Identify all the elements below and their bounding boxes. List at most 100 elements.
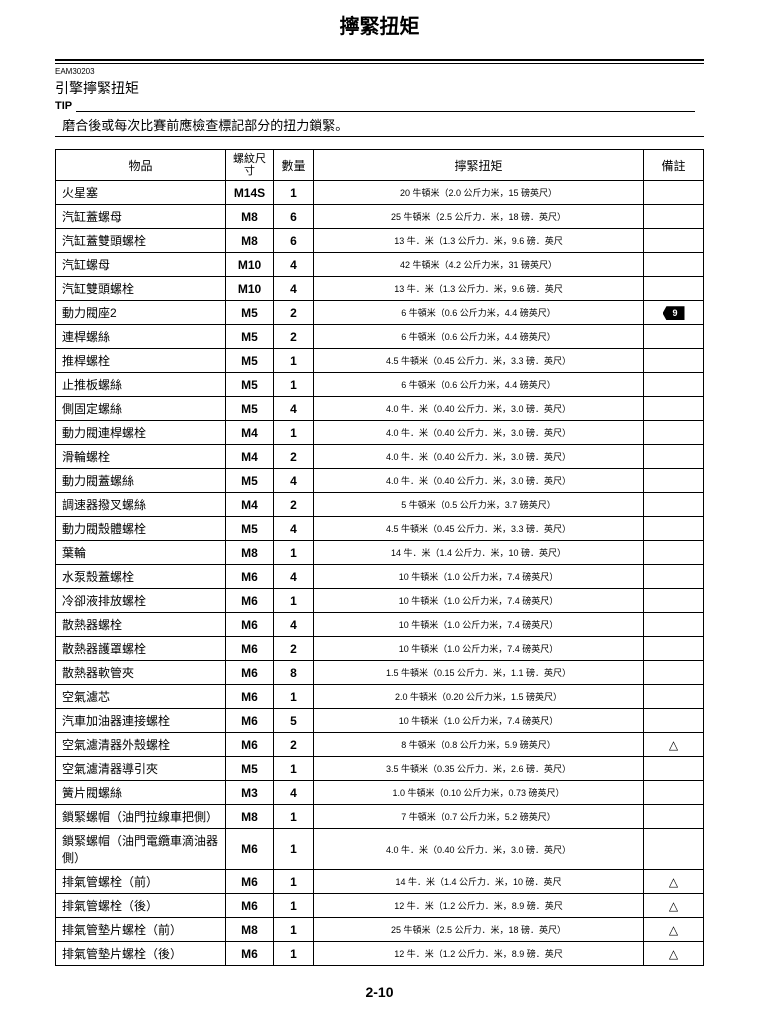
cell-remark [644,277,704,301]
cell-thread: M6 [226,685,274,709]
cell-item: 鎖緊螺帽（油門電纜車滴油器側） [56,829,226,870]
header-torque: 擰緊扭矩 [314,150,644,181]
cell-torque: 14 牛．米（1.4 公斤力．米，10 磅．英尺 [314,870,644,894]
table-row: 排氣管墊片螺栓（後）M6112 牛．米（1.2 公斤力．米，8.9 磅．英尺△ [56,942,704,966]
cell-item: 動力閥連桿螺栓 [56,421,226,445]
cell-thread: M5 [226,757,274,781]
document-id: EAM30203 [55,67,704,76]
cell-thread: M14S [226,181,274,205]
cell-qty: 4 [274,613,314,637]
cell-remark [644,421,704,445]
cell-qty: 4 [274,565,314,589]
table-row: 鎖緊螺帽（油門電纜車滴油器側）M614.0 牛．米（0.40 公斤力．米，3.0… [56,829,704,870]
cell-thread: M8 [226,805,274,829]
cell-remark [644,205,704,229]
cell-remark [644,325,704,349]
table-row: 火星塞M14S120 牛頓米（2.0 公斤力米，15 磅英尺） [56,181,704,205]
cell-torque: 20 牛頓米（2.0 公斤力米，15 磅英尺） [314,181,644,205]
cell-item: 冷卻液排放螺栓 [56,589,226,613]
cell-remark [644,805,704,829]
cell-torque: 4.5 牛頓米（0.45 公斤力．米，3.3 磅．英尺） [314,349,644,373]
cell-qty: 8 [274,661,314,685]
cell-remark [644,541,704,565]
cell-remark [644,709,704,733]
cell-thread: M5 [226,469,274,493]
cell-torque: 1.5 牛頓米（0.15 公斤力．米，1.1 磅．英尺） [314,661,644,685]
cell-qty: 1 [274,894,314,918]
cell-item: 排氣管螺栓（前） [56,870,226,894]
cell-remark [644,469,704,493]
header-item: 物品 [56,150,226,181]
table-header-row: 物品 螺紋尺寸 數量 擰緊扭矩 備註 [56,150,704,181]
cell-thread: M6 [226,613,274,637]
cell-item: 調速器撥叉螺絲 [56,493,226,517]
cell-item: 排氣管墊片螺栓（前） [56,918,226,942]
cell-torque: 10 牛頓米（1.0 公斤力米，7.4 磅英尺） [314,709,644,733]
cell-torque: 8 牛頓米（0.8 公斤力米，5.9 磅英尺） [314,733,644,757]
cell-qty: 1 [274,541,314,565]
table-row: 側固定螺絲M544.0 牛．米（0.40 公斤力．米，3.0 磅．英尺） [56,397,704,421]
cell-qty: 1 [274,805,314,829]
cell-qty: 4 [274,397,314,421]
cell-remark [644,661,704,685]
cell-thread: M6 [226,733,274,757]
cell-qty: 4 [274,469,314,493]
cell-item: 散熱器軟管夾 [56,661,226,685]
cell-torque: 4.0 牛．米（0.40 公斤力．米，3.0 磅．英尺） [314,469,644,493]
cell-thread: M5 [226,373,274,397]
cell-thread: M6 [226,709,274,733]
cell-torque: 4.0 牛．米（0.40 公斤力．米，3.0 磅．英尺） [314,829,644,870]
cell-torque: 3.5 牛頓米（0.35 公斤力．米，2.6 磅．英尺） [314,757,644,781]
cell-torque: 6 牛頓米（0.6 公斤力米，4.4 磅英尺） [314,301,644,325]
cell-torque: 10 牛頓米（1.0 公斤力米，7.4 磅英尺） [314,613,644,637]
cell-remark [644,397,704,421]
header-thread: 螺紋尺寸 [226,150,274,181]
table-row: 冷卻液排放螺栓M6110 牛頓米（1.0 公斤力米，7.4 磅英尺） [56,589,704,613]
table-row: 止推板螺絲M516 牛頓米（0.6 公斤力米，4.4 磅英尺） [56,373,704,397]
cell-remark [644,565,704,589]
divider-thin [55,63,704,64]
cell-item: 推桿螺栓 [56,349,226,373]
cell-torque: 25 牛頓米（2.5 公斤力．米，18 磅．英尺） [314,918,644,942]
cell-qty: 1 [274,589,314,613]
cell-qty: 1 [274,757,314,781]
cell-item: 汽缸蓋雙頭螺栓 [56,229,226,253]
cell-torque: 4.0 牛．米（0.40 公斤力．米，3.0 磅．英尺） [314,397,644,421]
cell-remark [644,757,704,781]
cell-torque: 13 牛．米（1.3 公斤力．米，9.6 磅．英尺 [314,229,644,253]
cell-qty: 1 [274,942,314,966]
cell-remark [644,349,704,373]
cell-torque: 4.0 牛．米（0.40 公斤力．米，3.0 磅．英尺） [314,445,644,469]
cell-thread: M8 [226,229,274,253]
cell-remark: △ [644,894,704,918]
cell-item: 空氣濾清器導引夾 [56,757,226,781]
cell-item: 空氣濾清器外殼螺栓 [56,733,226,757]
cell-thread: M5 [226,301,274,325]
cell-thread: M6 [226,589,274,613]
table-row: 汽缸蓋螺母M8625 牛頓米（2.5 公斤力．米，18 磅．英尺） [56,205,704,229]
cell-torque: 6 牛頓米（0.6 公斤力米，4.4 磅英尺） [314,325,644,349]
cell-thread: M6 [226,894,274,918]
table-row: 散熱器軟管夾M681.5 牛頓米（0.15 公斤力．米，1.1 磅．英尺） [56,661,704,685]
cell-torque: 12 牛．米（1.2 公斤力．米，8.9 磅．英尺 [314,942,644,966]
cell-qty: 1 [274,829,314,870]
cell-thread: M6 [226,829,274,870]
tip-text: 磨合後或每次比賽前應檢查標記部分的扭力鎖緊。 [55,115,704,134]
cell-qty: 6 [274,205,314,229]
cell-thread: M5 [226,397,274,421]
cell-item: 火星塞 [56,181,226,205]
cell-item: 散熱器護罩螺栓 [56,637,226,661]
cell-torque: 25 牛頓米（2.5 公斤力．米，18 磅．英尺） [314,205,644,229]
cell-thread: M10 [226,277,274,301]
cell-torque: 12 牛．米（1.2 公斤力．米，8.9 磅．英尺 [314,894,644,918]
cell-qty: 2 [274,301,314,325]
cell-thread: M4 [226,421,274,445]
cell-qty: 2 [274,493,314,517]
cell-thread: M6 [226,565,274,589]
cell-item: 汽車加油器連接螺栓 [56,709,226,733]
cell-torque: 4.5 牛頓米（0.45 公斤力．米，3.3 磅．英尺） [314,517,644,541]
cell-item: 簧片閥螺絲 [56,781,226,805]
page-number: 2-10 [55,984,704,1000]
cell-remark: 9 [644,301,704,325]
cell-item: 排氣管墊片螺栓（後） [56,942,226,966]
